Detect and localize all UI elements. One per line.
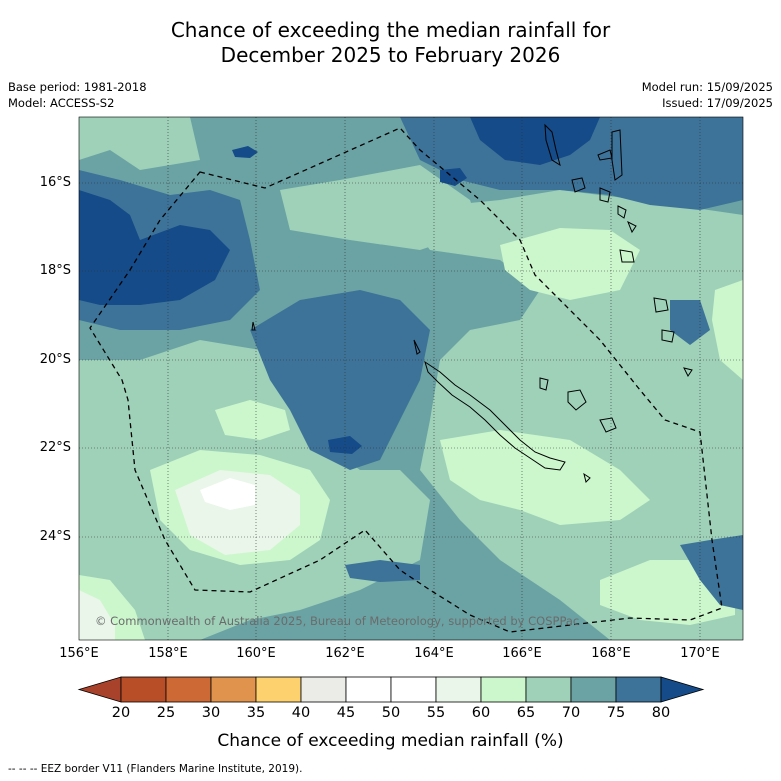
island-west-2 <box>413 339 421 355</box>
colorbar-tick-40: 40 <box>291 705 311 721</box>
region-65-70-east <box>400 190 743 640</box>
colorbar-tick-60: 60 <box>471 705 491 721</box>
lon-label-170e: 170°E <box>680 646 720 661</box>
loyalty-island-1 <box>653 297 669 313</box>
lat-label-16s: 16°S <box>39 175 71 190</box>
title-line-1: Chance of exceeding the median rainfall … <box>170 18 611 42</box>
colorbar-tick-45: 45 <box>336 705 356 721</box>
colorbar-segment-50-55 <box>390 676 437 703</box>
title-line-2: December 2025 to February 2026 <box>220 43 561 67</box>
region-75-80-southeast <box>680 535 743 610</box>
lon-label-156e: 156°E <box>59 646 99 661</box>
vanuatu-island-1 <box>544 123 561 167</box>
copyright-notice: © Commonwealth of Australia 2025, Bureau… <box>95 614 580 628</box>
colorbar-extend-low <box>77 676 122 703</box>
region-80-plus-spot-1 <box>232 146 258 158</box>
region-80-plus-northwest <box>79 190 230 305</box>
loyalty-island-4 <box>567 389 587 411</box>
colorbar-segment-35-40 <box>255 676 302 703</box>
lon-label-158e: 158°E <box>148 646 188 661</box>
eez-borders <box>89 127 723 633</box>
vanuatu-island-2 <box>571 177 586 193</box>
region-60-65-central-south <box>440 430 650 525</box>
vanuatu-island-7 <box>627 220 637 234</box>
colorbar-tick-80: 80 <box>651 705 671 721</box>
colorbar-tick-55: 55 <box>426 705 446 721</box>
lon-label-166e: 166°E <box>502 646 542 661</box>
region-45-50 <box>200 478 255 510</box>
colorbar-segment-55-60 <box>435 676 482 703</box>
loyalty-island-7 <box>683 367 693 377</box>
colorbar-segment-60-65 <box>480 676 527 703</box>
loyalty-island-5 <box>599 417 617 433</box>
colorbar-tick-25: 25 <box>156 705 176 721</box>
eez-footnote: -- -- -- EEZ border V11 (Flanders Marine… <box>8 763 303 775</box>
region-75-80-centre <box>250 290 430 470</box>
vanuatu-island-5 <box>599 187 611 203</box>
colorbar-tick-65: 65 <box>516 705 536 721</box>
issued-date: Issued: 17/09/2025 <box>662 96 773 110</box>
map-area <box>79 117 743 640</box>
colorbar-tick-30: 30 <box>201 705 221 721</box>
region-75-80-south <box>345 560 420 582</box>
lat-label-18s: 18°S <box>39 263 71 278</box>
loyalty-island-2 <box>661 329 675 343</box>
lon-label-168e: 168°E <box>591 646 631 661</box>
colorbar-segment-20-25 <box>120 676 167 703</box>
colorbar-tick-35: 35 <box>246 705 266 721</box>
region-80-plus-northeast <box>470 117 600 165</box>
coastlines <box>251 123 693 483</box>
new-caledonia-coastline <box>424 360 566 471</box>
colorbar-segment-40-45 <box>300 676 347 703</box>
vanuatu-island-8 <box>619 249 635 263</box>
vanuatu-island-4 <box>611 129 623 181</box>
loyalty-island-6 <box>583 472 591 483</box>
region-60-65-north <box>500 228 640 300</box>
model-run: Model run: 15/09/2025 <box>641 80 773 94</box>
eez-border-main <box>89 127 723 633</box>
vanuatu-island-6 <box>617 205 627 219</box>
colorbar-segment-30-35 <box>210 676 257 703</box>
colorbar-segment-65-70 <box>525 676 572 703</box>
colorbar-extend-high <box>660 676 705 703</box>
colorbar-segment-45-50 <box>345 676 392 703</box>
region-55-60-corner <box>79 590 115 640</box>
model-name: Model: ACCESS-S2 <box>8 96 115 110</box>
map-frame <box>78 116 744 641</box>
loyalty-island-3 <box>539 377 549 391</box>
colorbar <box>77 676 705 703</box>
colorbar-segment-75-80 <box>615 676 662 703</box>
colorbar-title: Chance of exceeding median rainfall (%) <box>217 731 564 751</box>
lon-label-162e: 162°E <box>325 646 365 661</box>
colorbar-segment-70-75 <box>570 676 617 703</box>
colorbar-tick-70: 70 <box>561 705 581 721</box>
base-period: Base period: 1981-2018 <box>8 80 147 94</box>
island-west-1 <box>251 321 256 331</box>
meta-left: Base period: 1981-2018 Model: ACCESS-S2 <box>8 79 147 111</box>
colorbar-tick-50: 50 <box>381 705 401 721</box>
lon-label-160e: 160°E <box>236 646 276 661</box>
lat-label-24s: 24°S <box>39 529 71 544</box>
colorbar-tick-20: 20 <box>111 705 131 721</box>
region-65-70-nw <box>79 117 200 170</box>
region-60-65-northwest <box>215 400 290 440</box>
lon-label-164e: 164°E <box>414 646 454 661</box>
colorbar-tick-75: 75 <box>606 705 626 721</box>
meta-right: Model run: 15/09/2025 Issued: 17/09/2025 <box>642 79 773 111</box>
lat-label-22s: 22°S <box>39 440 71 455</box>
colorbar-segment-25-30 <box>165 676 212 703</box>
region-60-65-east <box>712 280 743 380</box>
lat-label-20s: 20°S <box>39 352 71 367</box>
map-title: Chance of exceeding the median rainfall … <box>0 18 781 68</box>
